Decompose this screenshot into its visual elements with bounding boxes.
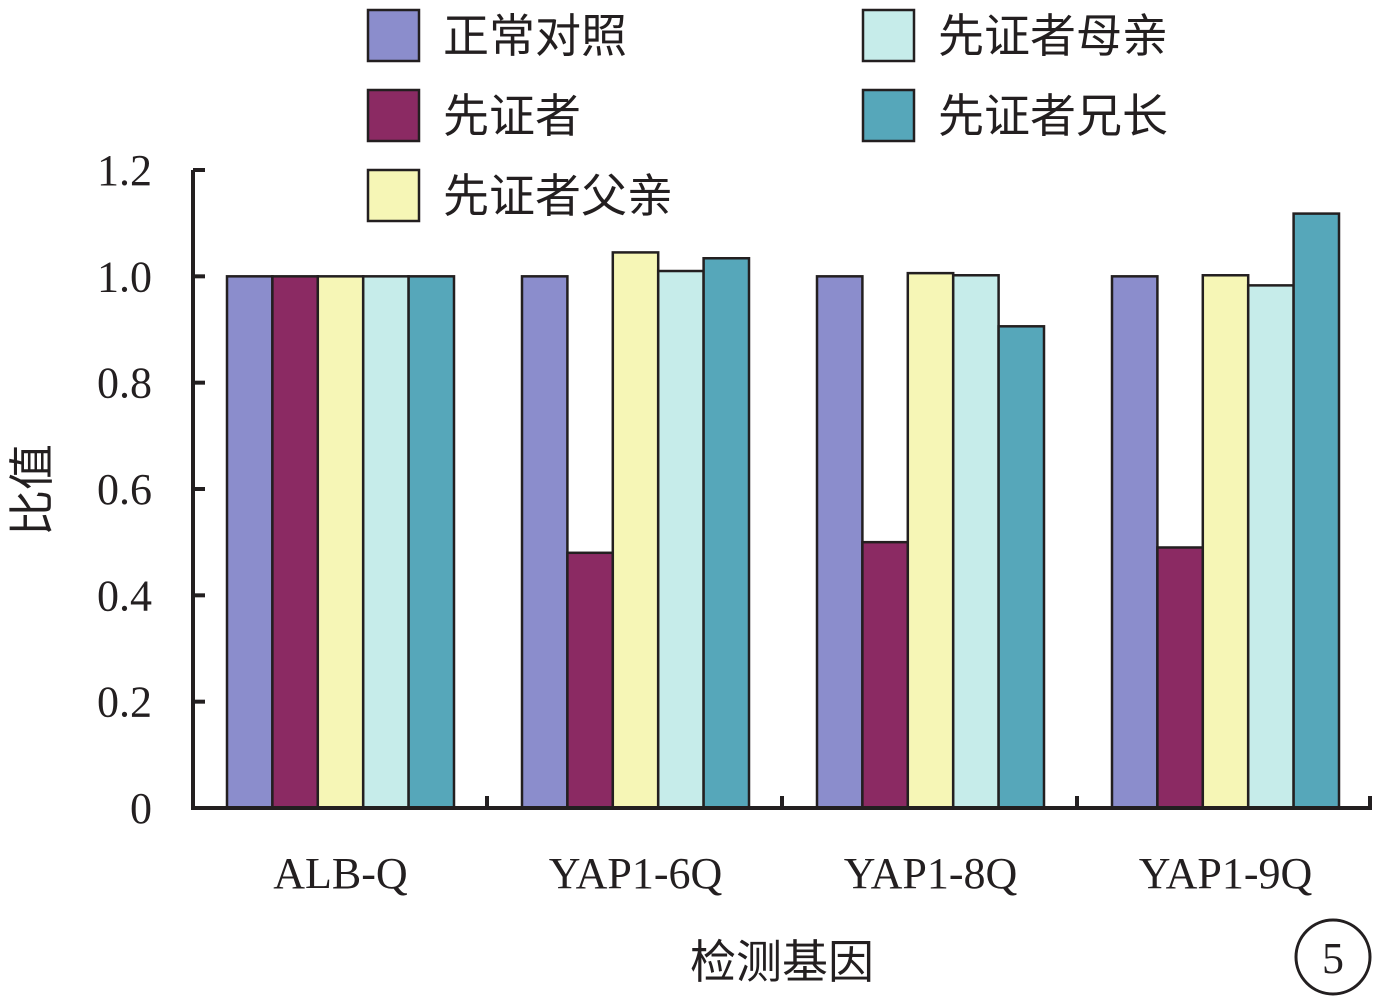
axes-layer: 0 0.2 0.4 0.6 0.8 1.0 1.2 ALB-Q YAP1-6Q YAP1-8Q YA…	[97, 146, 1372, 898]
y-tick-label: 0.6	[97, 465, 152, 514]
bar-ALB-Q-3	[361, 275, 410, 810]
legend-swatch	[366, 8, 421, 63]
bar-YAP1-9Q-1	[1156, 546, 1205, 810]
legend-label: 先证者父亲	[443, 171, 673, 222]
legend-swatch	[366, 168, 421, 223]
y-tick-label: 1.0	[97, 252, 152, 301]
y-tick-label: 0.4	[97, 571, 152, 620]
bar-YAP1-9Q-3	[1246, 284, 1295, 810]
bar-YAP1-8Q-2	[906, 271, 955, 810]
bar-YAP1-8Q-0	[815, 275, 864, 810]
x-tick-label: YAP1-9Q	[1139, 849, 1313, 898]
legend-item-0: 正常对照	[366, 8, 627, 63]
x-tick-label: YAP1-6Q	[549, 849, 723, 898]
legend-item-4: 先证者兄长	[861, 88, 1168, 143]
y-tick-label: 1.2	[97, 146, 152, 195]
legend-label: 先证者兄长	[938, 91, 1168, 142]
legend-swatch	[861, 88, 916, 143]
legend-swatch	[366, 88, 421, 143]
x-tick-label: YAP1-8Q	[844, 849, 1018, 898]
bar-YAP1-9Q-2	[1201, 274, 1250, 810]
panel-label: 5	[1294, 918, 1372, 996]
panel-label-text: 5	[1322, 934, 1344, 983]
bar-YAP1-9Q-0	[1110, 275, 1159, 810]
bar-YAP1-9Q-4	[1292, 212, 1341, 810]
bar-YAP1-6Q-1	[566, 551, 615, 810]
bar-YAP1-6Q-3	[656, 269, 705, 810]
bar-YAP1-6Q-0	[520, 275, 569, 810]
legend-swatch	[861, 8, 916, 63]
legend-item-1: 先证者	[366, 88, 581, 143]
bar-YAP1-6Q-4	[702, 257, 751, 810]
legend-label: 正常对照	[443, 11, 627, 62]
bar-YAP1-8Q-4	[997, 325, 1046, 810]
legend-item-2: 先证者父亲	[366, 168, 673, 223]
legend-item-3: 先证者母亲	[861, 8, 1168, 63]
x-axis-label: 检测基因	[690, 937, 874, 988]
bars-layer	[225, 212, 1341, 810]
y-tick-label: 0.8	[97, 359, 152, 408]
legend-label: 先证者	[443, 91, 581, 142]
bar-ALB-Q-4	[407, 275, 456, 810]
y-tick-label: 0	[130, 784, 152, 833]
bar-ALB-Q-2	[316, 275, 365, 810]
y-tick-label: 0.2	[97, 678, 152, 727]
bar-ALB-Q-1	[271, 275, 320, 810]
bar-ALB-Q-0	[225, 275, 274, 810]
bar-YAP1-6Q-2	[611, 251, 660, 810]
bar-YAP1-8Q-3	[951, 274, 1000, 810]
bar-YAP1-8Q-1	[861, 540, 910, 810]
y-axis-label: 比值	[7, 444, 58, 536]
legend-label: 先证者母亲	[938, 11, 1168, 62]
x-tick-label: ALB-Q	[273, 849, 408, 898]
